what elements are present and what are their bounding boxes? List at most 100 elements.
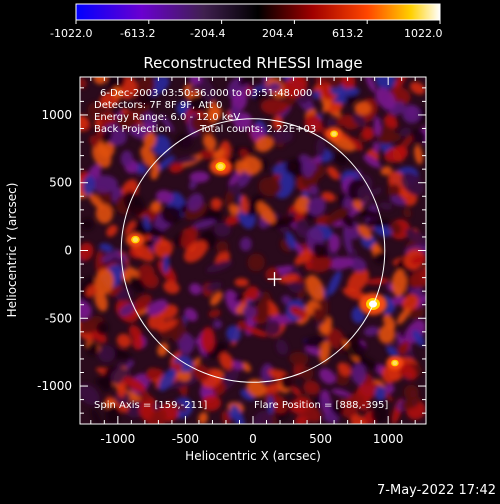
heatmap-blob (245, 286, 260, 301)
heatmap-blob (363, 154, 381, 168)
heatmap-blob (140, 146, 157, 168)
heatmap-blob (350, 414, 366, 424)
heatmap-blob (247, 193, 264, 217)
solar-limb-circle (120, 118, 386, 383)
heatmap-blob (247, 253, 266, 272)
heatmap-blob (366, 218, 391, 228)
heatmap-blob (129, 276, 146, 294)
heatmap-blob (183, 240, 208, 263)
y-tick-label: 500 (49, 176, 72, 190)
heatmap-blob (126, 401, 145, 418)
heatmap-blob (365, 77, 376, 93)
heatmap-blob (99, 243, 114, 253)
heatmap-blob (402, 104, 421, 124)
heatmap-blob (386, 345, 399, 360)
heatmap-blob (85, 284, 99, 297)
heatmap-blob (216, 241, 229, 254)
heatmap-blob (143, 215, 151, 231)
heatmap-blob (313, 307, 324, 323)
heatmap-blob (305, 274, 325, 301)
heatmap-blob (98, 345, 116, 363)
heatmap-blob (285, 232, 297, 250)
heatmap-blob (124, 220, 136, 236)
heatmap-image (80, 77, 426, 424)
heatmap-blob (375, 87, 396, 110)
heatmap-blob (252, 410, 273, 424)
y-tick-label: 1000 (41, 108, 72, 122)
heatmap-blob (108, 285, 123, 297)
heatmap-blob (214, 222, 231, 237)
heatmap-blob (189, 283, 202, 295)
heatmap-blob (87, 101, 103, 120)
heatmap-blob (224, 190, 234, 209)
heatmap-blob (414, 144, 423, 165)
heatmap-blob (99, 373, 113, 392)
heatmap-blob (91, 175, 118, 193)
heatmap-blob (267, 82, 282, 93)
heatmap-blob (153, 239, 173, 259)
heatmap-blob (80, 77, 87, 89)
heatmap-blob (351, 363, 367, 385)
heatmap-blob (276, 265, 294, 274)
heatmap-blob (319, 368, 336, 385)
heatmap-blob (97, 138, 115, 158)
heatmap-blob (225, 215, 239, 226)
heatmap-blob (260, 98, 287, 115)
heatmap-blob (380, 166, 393, 176)
heatmap-blob (410, 81, 426, 95)
heatmap-blob (242, 155, 262, 176)
heatmap-blob (208, 309, 221, 318)
heatmap-blob (82, 175, 95, 196)
heatmap-blob (210, 291, 223, 306)
total-counts-annotation: Total counts: 2.22E+03 (199, 124, 316, 135)
heatmap-blob (342, 287, 367, 301)
heatmap-blob (161, 205, 182, 225)
heatmap-blob (362, 126, 375, 141)
heatmap-blob (160, 114, 175, 132)
heatmap-blob (303, 406, 322, 423)
x-tick-label: -500 (172, 432, 199, 446)
heatmap-blob (205, 282, 222, 292)
heatmap-blob (403, 384, 419, 400)
heatmap-blob (383, 116, 398, 129)
y-tick-label: -1000 (37, 379, 72, 393)
heatmap-blob (322, 316, 333, 336)
heatmap-blob (143, 273, 160, 289)
heatmap-blob (267, 395, 274, 415)
heatmap-blob (119, 302, 136, 317)
heatmap-blob (320, 397, 336, 416)
heatmap-blob (206, 260, 233, 273)
heatmap-blob (336, 114, 353, 127)
heatmap-blob (256, 298, 270, 322)
heatmap-blob (357, 224, 372, 240)
heatmap-blob (229, 105, 240, 122)
heatmap-blob (240, 194, 249, 214)
heatmap-blob (312, 242, 328, 261)
heatmap-blob (105, 405, 121, 424)
colorbar-tick-label: -204.4 (190, 27, 225, 40)
heatmap-blob (330, 400, 344, 415)
sun-center-marker (267, 272, 282, 287)
heatmap-blob (155, 190, 174, 204)
heatmap-blob (189, 179, 198, 190)
heatmap-blob (323, 413, 340, 424)
heatmap-blob (133, 294, 152, 312)
heatmap-blob (101, 252, 115, 263)
y-axis-label: Heliocentric Y (arcsec) (5, 183, 19, 318)
heatmap-blob (265, 320, 281, 336)
heatmap-blob (299, 154, 317, 171)
heatmap-blob (198, 412, 208, 424)
heatmap-blob (117, 381, 127, 398)
heatmap-blob (308, 185, 319, 196)
heatmap-blob (337, 362, 352, 377)
heatmap-blob (256, 201, 276, 224)
y-tick-labels: -1000 -500 0 500 1000 (37, 108, 72, 393)
colorbar-tick-label: -613.2 (120, 27, 155, 40)
heatmap-blob (95, 203, 113, 224)
heatmap-blob (390, 195, 406, 206)
heatmap-blob (137, 92, 154, 106)
heatmap-blob (150, 163, 160, 180)
heatmap-blob (96, 321, 109, 335)
heatmap-blob (91, 345, 99, 357)
heatmap-blob (363, 326, 379, 337)
